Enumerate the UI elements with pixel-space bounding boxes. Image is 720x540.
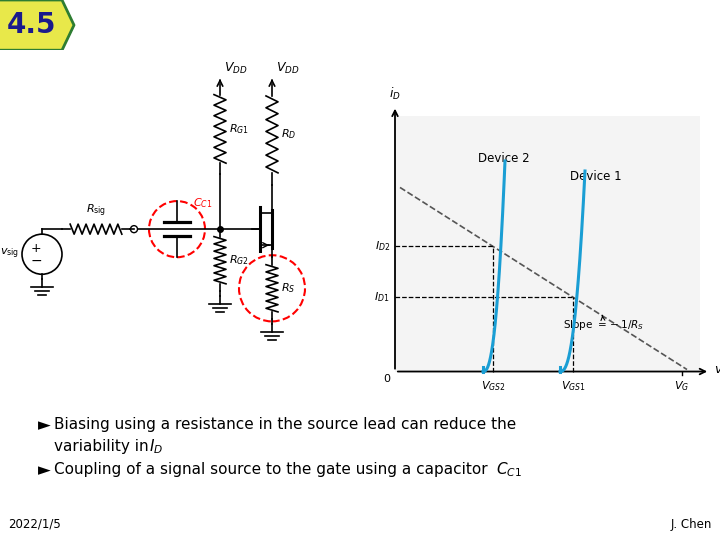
Text: $i_D$: $i_D$ [389,86,401,102]
Text: $V_{GS2}$: $V_{GS2}$ [481,380,505,393]
Text: 0: 0 [383,374,390,383]
Text: $C_{C1}$: $C_{C1}$ [496,461,522,479]
Text: 44: 44 [690,18,710,32]
Text: ►: ► [38,416,50,434]
Text: $V_{DD}$: $V_{DD}$ [224,60,248,76]
Text: Slope $= -1/R_S$: Slope $= -1/R_S$ [563,315,644,332]
Text: ►: ► [38,461,50,479]
Text: 2022/1/5: 2022/1/5 [8,518,60,531]
Text: $v_{GS}$: $v_{GS}$ [714,365,720,378]
Text: $V_G$: $V_G$ [675,380,690,393]
Text: $V_{DD}$: $V_{DD}$ [276,60,300,76]
Text: $R_{G2}$: $R_{G2}$ [229,253,249,267]
Text: Biasing in MOS with feedback resistor: Biasing in MOS with feedback resistor [86,13,624,37]
Text: $R_{G1}$: $R_{G1}$ [229,122,249,136]
Bar [395,116,700,372]
Text: $C_{C1}$: $C_{C1}$ [193,197,212,210]
Text: variability in: variability in [54,440,153,454]
Polygon shape [0,0,74,50]
Text: $R_S$: $R_S$ [281,281,295,295]
Text: Device 1: Device 1 [570,170,621,183]
Circle shape [130,226,138,233]
Text: $R_D$: $R_D$ [281,127,297,141]
Text: $I_D$: $I_D$ [149,437,163,456]
Text: Coupling of a signal source to the gate using a capacitor: Coupling of a signal source to the gate … [54,462,492,477]
Text: $I_{D2}$: $I_{D2}$ [374,240,390,253]
Text: J. Chen: J. Chen [670,518,712,531]
Text: $v_\mathrm{sig}$: $v_\mathrm{sig}$ [0,247,19,261]
Text: Biasing using a resistance in the source lead can reduce the: Biasing using a resistance in the source… [54,417,516,433]
Text: Device 2: Device 2 [478,152,530,165]
Text: −: − [30,254,42,268]
Text: 4.5: 4.5 [6,11,55,39]
Text: $R_\mathrm{sig}$: $R_\mathrm{sig}$ [86,202,106,219]
Text: $V_{GS1}$: $V_{GS1}$ [561,380,585,393]
Text: $I_{D1}$: $I_{D1}$ [374,291,390,304]
Text: +: + [31,242,41,255]
